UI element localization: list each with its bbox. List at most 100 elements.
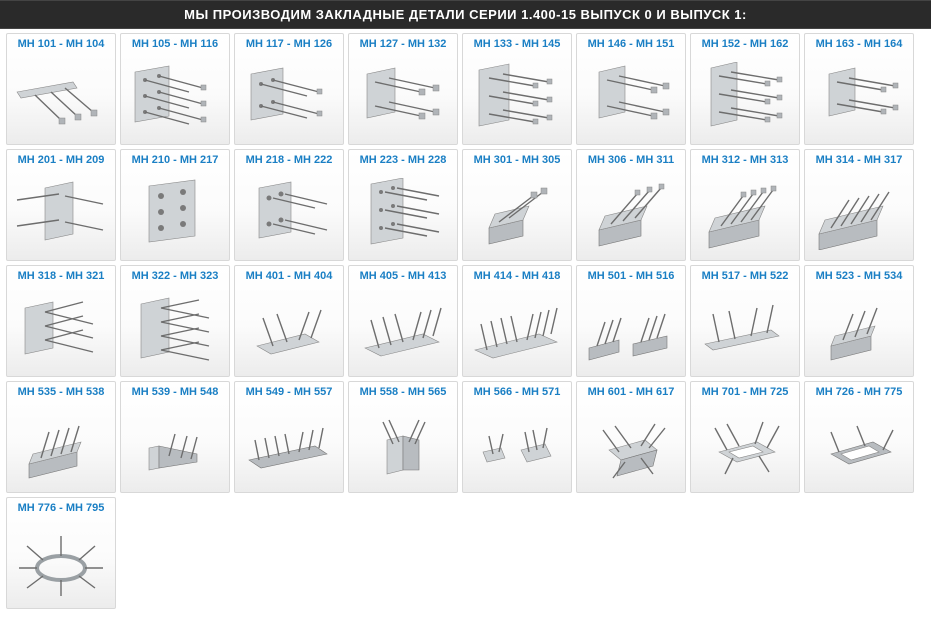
product-card-label: МН 105 - МН 116 [132,38,218,50]
product-card[interactable]: МН 322 - МН 323 [120,265,230,377]
product-card-label: МН 312 - МН 313 [702,154,789,166]
product-card[interactable]: МН 701 - МН 725 [690,381,800,493]
product-card-label: МН 218 - МН 222 [246,154,333,166]
product-card-label: МН 223 - МН 228 [360,154,447,166]
product-card-label: МН 566 - МН 571 [474,386,561,398]
product-card[interactable]: МН 539 - МН 548 [120,381,230,493]
product-thumb [693,286,797,374]
product-grid: МН 101 - МН 104 МН 105 - МН 116 МН 117 -… [0,29,931,613]
product-card-label: МН 210 - МН 217 [132,154,219,166]
product-card[interactable]: МН 414 - МН 418 [462,265,572,377]
product-card[interactable]: МН 223 - МН 228 [348,149,458,261]
product-card-label: МН 405 - МН 413 [360,270,447,282]
product-thumb [9,170,113,258]
header-title: МЫ ПРОИЗВОДИМ ЗАКЛАДНЫЕ ДЕТАЛИ СЕРИИ 1.4… [184,7,747,22]
product-card[interactable]: МН 535 - МН 538 [6,381,116,493]
product-card-label: МН 401 - МН 404 [246,270,333,282]
product-thumb [579,170,683,258]
product-card[interactable]: МН 726 - МН 775 [804,381,914,493]
product-card[interactable]: МН 314 - МН 317 [804,149,914,261]
product-thumb [123,170,227,258]
product-thumb [693,170,797,258]
product-card-label: МН 501 - МН 516 [588,270,675,282]
product-card-label: МН 301 - МН 305 [474,154,561,166]
product-card[interactable]: МН 566 - МН 571 [462,381,572,493]
product-card[interactable]: МН 558 - МН 565 [348,381,458,493]
product-card[interactable]: МН 318 - МН 321 [6,265,116,377]
product-thumb [9,402,113,490]
product-card[interactable]: МН 163 - МН 164 [804,33,914,145]
product-card-label: МН 306 - МН 311 [588,154,674,166]
product-thumb [465,170,569,258]
product-card-label: МН 539 - МН 548 [132,386,219,398]
product-thumb [351,286,455,374]
product-thumb [9,286,113,374]
product-card-label: МН 146 - МН 151 [588,38,675,50]
product-thumb [465,54,569,142]
product-thumb [351,170,455,258]
product-thumb [807,402,911,490]
product-card-label: МН 318 - МН 321 [18,270,105,282]
product-thumb [693,402,797,490]
product-card-label: МН 163 - МН 164 [816,38,903,50]
product-card-label: МН 314 - МН 317 [816,154,903,166]
product-card[interactable]: МН 312 - МН 313 [690,149,800,261]
product-card[interactable]: МН 105 - МН 116 [120,33,230,145]
product-card-label: МН 701 - МН 725 [702,386,789,398]
product-card-label: МН 517 - МН 522 [702,270,789,282]
product-thumb [123,54,227,142]
product-thumb [9,54,113,142]
product-thumb [807,170,911,258]
product-thumb [579,402,683,490]
product-card-label: МН 523 - МН 534 [816,270,903,282]
product-card[interactable]: МН 549 - МН 557 [234,381,344,493]
product-thumb [579,286,683,374]
product-card[interactable]: МН 776 - МН 795 [6,497,116,609]
product-thumb [237,286,341,374]
product-card[interactable]: МН 146 - МН 151 [576,33,686,145]
product-card[interactable]: МН 117 - МН 126 [234,33,344,145]
product-thumb [807,54,911,142]
product-thumb [807,286,911,374]
product-card[interactable]: МН 133 - МН 145 [462,33,572,145]
product-thumb [351,54,455,142]
product-card-label: МН 414 - МН 418 [474,270,561,282]
product-card-label: МН 776 - МН 795 [18,502,105,514]
product-thumb [123,402,227,490]
product-card[interactable]: МН 306 - МН 311 [576,149,686,261]
product-thumb [237,170,341,258]
product-card[interactable]: МН 601 - МН 617 [576,381,686,493]
product-card[interactable]: МН 301 - МН 305 [462,149,572,261]
product-card-label: МН 322 - МН 323 [132,270,219,282]
product-card[interactable]: МН 405 - МН 413 [348,265,458,377]
product-card-label: МН 558 - МН 565 [360,386,447,398]
product-card[interactable]: МН 210 - МН 217 [120,149,230,261]
product-card-label: МН 117 - МН 126 [246,38,332,50]
product-card-label: МН 127 - МН 132 [360,38,447,50]
product-card[interactable]: МН 218 - МН 222 [234,149,344,261]
product-card[interactable]: МН 127 - МН 132 [348,33,458,145]
product-thumb [9,518,113,606]
product-card-label: МН 101 - МН 104 [18,38,105,50]
product-card[interactable]: МН 501 - МН 516 [576,265,686,377]
product-card[interactable]: МН 201 - МН 209 [6,149,116,261]
product-thumb [237,54,341,142]
header-bar: МЫ ПРОИЗВОДИМ ЗАКЛАДНЫЕ ДЕТАЛИ СЕРИИ 1.4… [0,0,931,29]
product-card-label: МН 726 - МН 775 [816,386,903,398]
product-card-label: МН 535 - МН 538 [18,386,105,398]
product-card[interactable]: МН 152 - МН 162 [690,33,800,145]
product-thumb [693,54,797,142]
product-card[interactable]: МН 517 - МН 522 [690,265,800,377]
product-card-label: МН 152 - МН 162 [702,38,789,50]
product-card-label: МН 133 - МН 145 [474,38,561,50]
product-card-label: МН 601 - МН 617 [588,386,675,398]
product-thumb [123,286,227,374]
product-card[interactable]: МН 101 - МН 104 [6,33,116,145]
product-card[interactable]: МН 401 - МН 404 [234,265,344,377]
product-card[interactable]: МН 523 - МН 534 [804,265,914,377]
product-thumb [351,402,455,490]
product-card-label: МН 201 - МН 209 [18,154,105,166]
product-card-label: МН 549 - МН 557 [246,386,333,398]
product-thumb [579,54,683,142]
product-thumb [237,402,341,490]
